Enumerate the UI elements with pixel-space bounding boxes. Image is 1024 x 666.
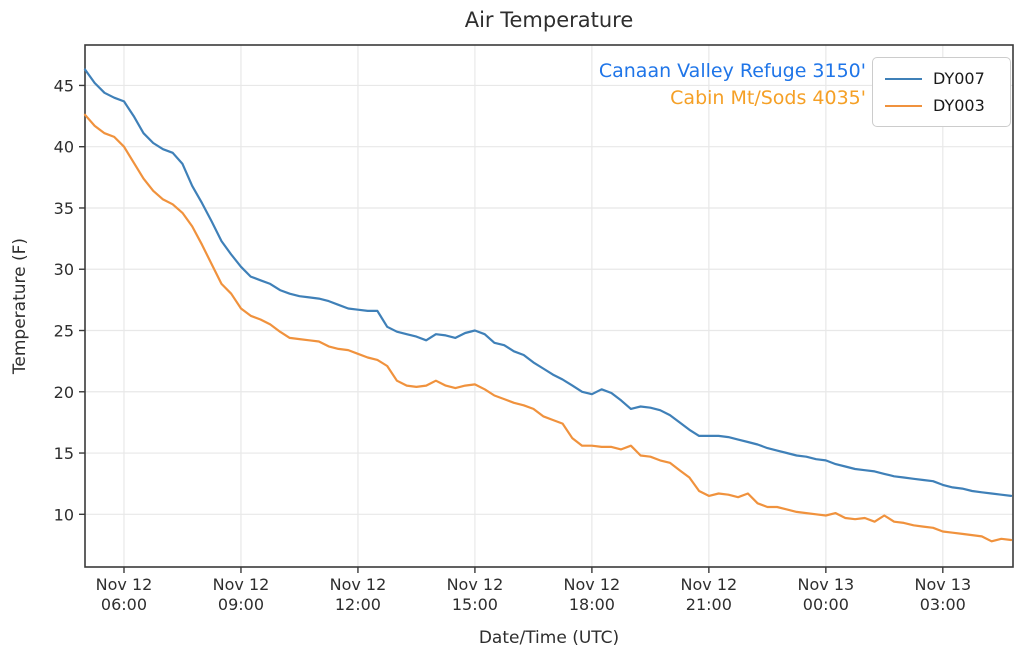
x-tick-label: Nov 13 03:00 [914, 575, 971, 614]
y-tick-label: 40 [54, 138, 74, 157]
x-tick-label: Nov 12 18:00 [564, 575, 621, 614]
y-tick-label: 35 [54, 199, 74, 218]
x-tick-label: Nov 12 21:00 [681, 575, 738, 614]
annotation-station-dy007: Canaan Valley Refuge 3150' [598, 60, 866, 82]
legend-label-dy007: DY007 [933, 69, 985, 88]
legend-line-sample-dy003 [885, 104, 922, 107]
y-tick-label: 30 [54, 260, 74, 279]
x-tick-label: Nov 12 15:00 [447, 575, 504, 614]
y-tick-label: 25 [54, 322, 74, 341]
y-tick-label: 15 [54, 444, 74, 463]
y-axis-label: Temperature (F) [10, 237, 30, 375]
chart-title: Air Temperature [464, 8, 634, 32]
y-tick-label: 20 [54, 383, 74, 402]
legend-entry-dy007: DY007 [885, 65, 1000, 92]
x-tick-label: Nov 13 00:00 [798, 575, 855, 614]
x-axis-label: Date/Time (UTC) [478, 628, 620, 648]
annotation-station-dy003: Cabin Mt/Sods 4035' [670, 87, 866, 109]
station-annotations: Canaan Valley Refuge 3150' Cabin Mt/Sods… [599, 58, 866, 112]
y-tick-label: 45 [54, 76, 74, 95]
y-tick-label: 10 [54, 505, 74, 524]
x-tick-label: Nov 12 12:00 [330, 575, 387, 614]
legend-entry-dy003: DY003 [885, 92, 1000, 119]
x-tick-label: Nov 12 09:00 [213, 575, 270, 614]
legend-label-dy003: DY003 [933, 96, 985, 115]
series-line-DY007 [83, 68, 1013, 497]
legend-box: DY007 DY003 [872, 57, 1011, 127]
legend-line-sample-dy007 [885, 77, 922, 80]
series-line-DY003 [83, 113, 1013, 543]
x-tick-label: Nov 12 06:00 [96, 575, 153, 614]
plot-border [84, 44, 1014, 568]
